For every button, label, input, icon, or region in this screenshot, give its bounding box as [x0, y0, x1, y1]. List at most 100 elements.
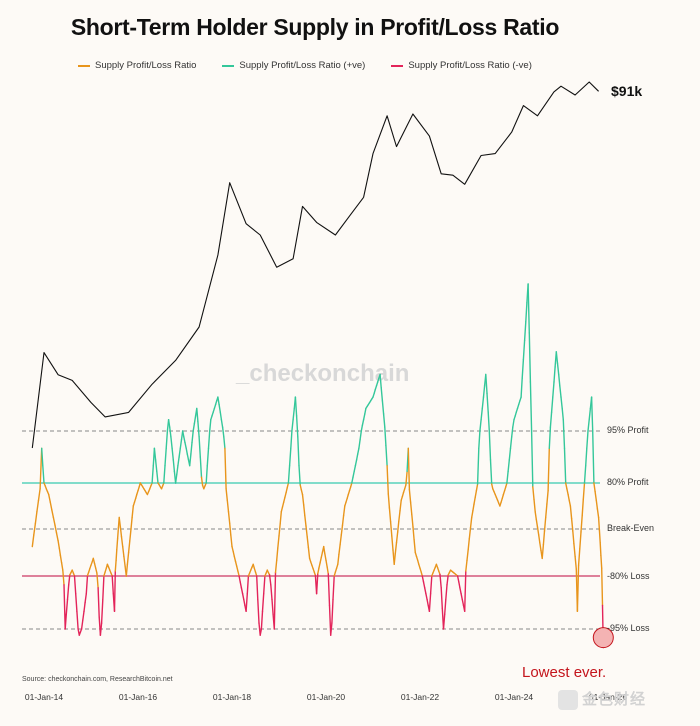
- ratio-segment-33-3: [270, 584, 273, 601]
- ratio-segment-60-4: [461, 598, 465, 607]
- ratio-segment-32-2: [261, 593, 265, 612]
- ratio-segment-27-0: [224, 447, 227, 490]
- ratio-segment-67-4: [511, 426, 514, 438]
- ratio-segment-55-1: [422, 581, 426, 589]
- ratio-segment-69-3: [523, 321, 527, 342]
- ratio-segment-12-3: [121, 545, 125, 558]
- ratio-segment-27-1: [225, 488, 229, 501]
- ratio-segment-63-0: [478, 430, 481, 449]
- ratio-segment-42-1: [331, 598, 334, 624]
- ratio-segment-80-1: [598, 529, 601, 544]
- ratio-segment-64-0: [485, 373, 488, 394]
- ratio-segment-61-4: [468, 527, 472, 540]
- current-price-label: $91k: [611, 83, 643, 99]
- ratio-segment-45-0: [351, 476, 354, 484]
- ratio-segment-6-2: [80, 619, 84, 630]
- ratio-segment-77-5: [582, 482, 586, 500]
- ratio-segment-79-3: [594, 490, 597, 501]
- ratio-segment-36-1: [288, 447, 292, 467]
- lowest-ever-marker: [592, 627, 614, 649]
- brand-logo-icon: [558, 690, 578, 711]
- ratio-segment-19-4: [172, 459, 176, 473]
- ratio-segment-40-0: [315, 572, 319, 595]
- ratio-segment-46-2: [360, 424, 364, 432]
- ratio-segment-45-3: [354, 459, 358, 467]
- ratio-segment-46-4: [362, 413, 366, 421]
- ratio-segment-61-5: [469, 516, 473, 529]
- ratio-segment-76-1: [570, 517, 574, 532]
- ratio-segment-24-5: [208, 419, 212, 432]
- ratio-segment-8-3: [96, 572, 99, 589]
- ratio-segment-55-4: [426, 598, 429, 607]
- ratio-segment-4-0: [64, 613, 68, 630]
- ratio-segment-2-0: [48, 493, 51, 503]
- ratio-segment-27-5: [230, 534, 233, 548]
- ratio-segment-38-0: [301, 493, 305, 506]
- ratio-segment-71-0: [534, 511, 537, 521]
- ratio-segment-22-1: [190, 441, 193, 455]
- ratio-segment-53-5: [413, 539, 416, 554]
- ratio-segment-11-3: [116, 538, 119, 551]
- ratio-segment-67-2: [508, 447, 512, 461]
- ratio-segment-17-0: [153, 447, 157, 461]
- ratio-segment-70-3: [530, 430, 534, 488]
- ref-label-break-even: Break-Even: [607, 523, 655, 533]
- ratio-segment-27-4: [228, 522, 232, 536]
- price-series-line: [31, 81, 599, 449]
- ratio-segment-21-0: [181, 430, 185, 438]
- ratio-segment-78-0: [583, 465, 587, 484]
- ratio-segment-53-2: [409, 501, 413, 516]
- ratio-segment-35-5: [286, 482, 290, 489]
- ref-label-95-loss: -95% Loss: [607, 623, 650, 633]
- ratio-segment-13-2: [127, 540, 131, 554]
- ratio-segment-45-4: [355, 453, 359, 461]
- ratio-segment-79-0: [590, 396, 594, 432]
- ratio-segment-36-4: [292, 407, 295, 421]
- ratio-segment-21-1: [183, 436, 186, 444]
- ratio-segment-69-0: [520, 377, 523, 398]
- brand-text: 金色财经: [582, 691, 647, 708]
- ratio-segment-38-2: [304, 514, 307, 527]
- ratio-segment-17-1: [154, 459, 158, 473]
- ratio-segment-49-0: [379, 373, 382, 389]
- ratio-segment-69-2: [522, 339, 526, 361]
- ratio-segment-12-0: [118, 516, 122, 528]
- ratio-segment-78-4: [588, 407, 592, 421]
- ratio-segment-57-4: [440, 587, 443, 610]
- ratio-segment-34-3: [277, 535, 280, 549]
- ratio-segment-0-1: [33, 522, 37, 536]
- ratio-segment-21-2: [184, 441, 187, 449]
- ratio-segment-73-3: [552, 381, 555, 398]
- ratio-segment-8-2: [94, 567, 98, 574]
- ref-label-80-profit: 80% Profit: [607, 477, 649, 487]
- brand-watermark: 金色财经: [558, 688, 647, 711]
- ratio-segment-73-2: [550, 396, 554, 413]
- ratio-segment-28-4: [235, 565, 239, 572]
- ratio-segment-56-0: [428, 593, 432, 612]
- ratio-segment-18-4: [165, 430, 169, 449]
- ratio-segment-72-3: [545, 503, 548, 519]
- ratio-segment-61-0: [464, 570, 467, 612]
- ratio-segment-42-2: [332, 575, 335, 601]
- ratio-segment-80-2: [599, 542, 602, 557]
- ratio-segment-67-3: [509, 436, 513, 449]
- ratio-segment-58-1: [444, 598, 447, 615]
- ratio-segment-49-5: [385, 444, 388, 467]
- ratio-segment-40-1: [317, 567, 320, 575]
- ratio-segment-64-1: [486, 392, 489, 413]
- legend-label-positive: Supply Profit/Loss Ratio (+ve): [239, 60, 366, 71]
- ratio-segment-74-4: [560, 396, 563, 410]
- ratio-segment-67-5: [512, 419, 515, 428]
- ratio-segment-26-3: [220, 419, 224, 428]
- ratio-segment-51-3: [397, 520, 400, 533]
- ratio-segment-67-1: [507, 459, 510, 473]
- ratio-segment-2-1: [49, 501, 53, 511]
- ratio-segment-41-0: [323, 545, 326, 555]
- ratio-segment-12-2: [120, 536, 124, 548]
- ratio-segment-0-0: [31, 534, 35, 548]
- ref-label-80-loss: -80% Loss: [607, 571, 650, 581]
- lowest-ever-annotation: Lowest ever.: [522, 664, 607, 681]
- ratio-segment-23-2: [198, 436, 202, 458]
- ratio-segment-20-0: [174, 473, 178, 484]
